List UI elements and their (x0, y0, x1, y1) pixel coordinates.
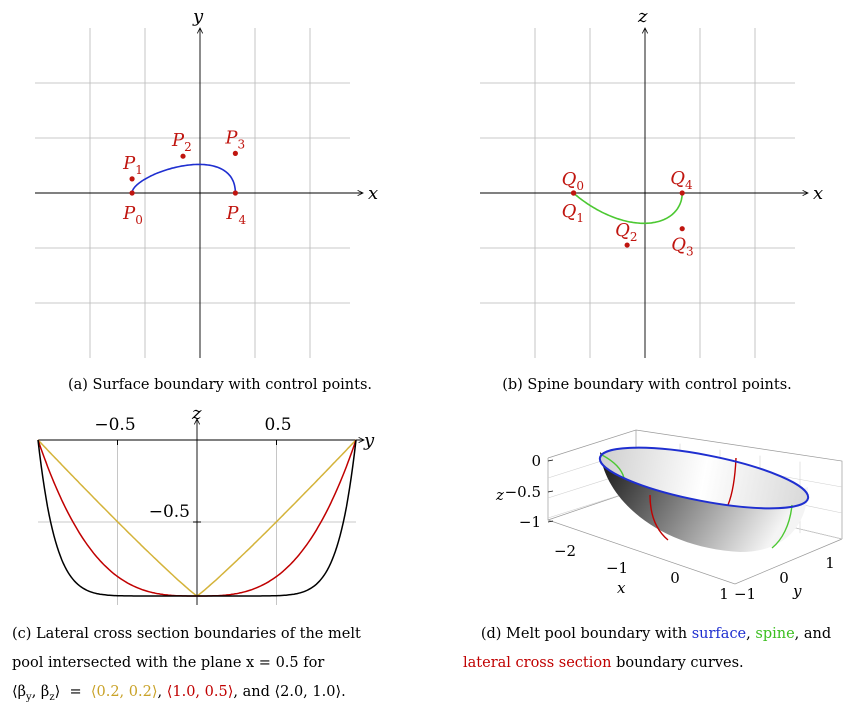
panel-d-y-tick-label: 1 (825, 554, 835, 572)
caption-c-eq: ⟩ = (54, 684, 91, 700)
control-point-subscript: 0 (135, 213, 143, 227)
caption-d-end: boundary curves. (611, 655, 744, 671)
control-point-label-Q3: Q3 (671, 235, 693, 259)
caption-b: (b) Spine boundary with control points. (440, 371, 854, 400)
panel-a-y-axis-label: y (192, 6, 204, 27)
caption-c-end: . (341, 684, 346, 700)
caption-d-line1: (d) Melt pool boundary with surface, spi… (453, 620, 859, 649)
caption-d-lateral: lateral cross section (463, 655, 612, 671)
panel-d-y-axis-label: y (792, 582, 802, 600)
panel-d-box-edge (547, 458, 843, 585)
panel-d-spine-curve (771, 504, 793, 549)
control-point-label-P0: P0 (122, 203, 143, 227)
control-point-subscript: 1 (576, 211, 584, 225)
control-point-subscript: 3 (238, 137, 246, 151)
control-point-label-P4: P4 (225, 203, 246, 227)
panel-c-series-2 (37, 439, 357, 597)
panel-d-3d-melt-pool: 0 −0.5 −1 z −2 −1 0 1 x 1 0 −1 y (495, 429, 843, 603)
control-point-Q2 (624, 242, 630, 248)
control-point-Q4 (679, 190, 685, 196)
caption-c-line1: (c) Lateral cross section boundaries of … (12, 626, 361, 642)
control-point-P1 (129, 176, 135, 182)
panel-c-y-axis-label: y (363, 430, 375, 451)
control-point-P2 (180, 153, 186, 159)
caption-d-spine: spine (755, 626, 795, 642)
control-point-subscript: 2 (630, 230, 638, 244)
panel-c-tick-label: −0.5 (94, 415, 135, 435)
caption-d-comma: , (746, 626, 756, 642)
panel-d-box-edge (547, 429, 843, 539)
caption-d-line2: lateral cross section boundary curves. (453, 649, 859, 678)
control-point-subscript: 4 (239, 213, 247, 227)
caption-a-text: (a) Surface boundary with control points… (67, 377, 373, 393)
control-point-subscript: 0 (576, 179, 584, 193)
control-point-subscript: 3 (686, 245, 694, 259)
panel-b-x-axis-label: x (813, 183, 823, 204)
control-point-label-Q0: Q0 (562, 169, 584, 193)
caption-c-value-red: ⟨1.0, 0.5⟩ (166, 684, 234, 700)
panel-d-z-tick-label: 0 (531, 452, 541, 470)
panel-d-lateral-curve (649, 494, 669, 541)
caption-d-pre: (d) Melt pool boundary with (480, 626, 692, 642)
panel-d-tick (547, 459, 554, 462)
panel-d-surface-curve (598, 446, 810, 510)
control-point-label-P1: P1 (122, 153, 143, 177)
panel-d-z-tick-label: −1 (519, 513, 541, 531)
panel-d-y-tick-label: −1 (734, 585, 756, 603)
caption-c-sub-z: z (49, 691, 55, 703)
control-point-P0 (129, 190, 135, 196)
control-point-Q3 (679, 226, 685, 232)
panel-d-y-tick-label: 0 (779, 569, 789, 587)
panel-d-x-tick-label: 1 (719, 585, 729, 603)
caption-c-line3: ⟨βy, βz⟩ = ⟨0.2, 0.2⟩, ⟨1.0, 0.5⟩, and ⟨… (12, 684, 346, 703)
panel-d-x-axis-label: x (617, 579, 626, 597)
caption-d-surface: surface (691, 626, 747, 642)
caption-c-value-gold: ⟨0.2, 0.2⟩ (90, 684, 158, 700)
panel-c-z-axis-label: z (191, 403, 202, 424)
panel-c-tick-label: −0.5 (149, 502, 190, 522)
caption-c: (c) Lateral cross section boundaries of … (12, 620, 412, 712)
control-point-Q1 (570, 190, 577, 196)
caption-b-text: (b) Spine boundary with control points. (502, 377, 792, 393)
control-point-label-Q2: Q2 (615, 220, 637, 244)
panel-d-z-axis-label: z (495, 486, 504, 504)
panel-d-spine-curve (601, 454, 625, 479)
panel-d-bowl-inner (599, 447, 809, 509)
caption-c-line2: pool intersected with the plane x = 0.5 … (12, 655, 325, 671)
caption-c-beta: ⟨β (12, 684, 27, 700)
control-point-label-Q1: Q1 (562, 201, 584, 225)
panel-d-tick (547, 490, 554, 493)
caption-c-value-black: ⟨2.0, 1.0⟩ (274, 684, 342, 700)
caption-a: (a) Surface boundary with control points… (10, 371, 430, 400)
control-point-P3 (232, 150, 238, 156)
control-point-P4 (232, 190, 238, 196)
caption-c-sub-y: y (26, 691, 32, 703)
panel-a-x-axis-label: x (368, 183, 378, 204)
panel-b-bezier-curve (573, 192, 683, 225)
panel-d-lateral-curve (727, 457, 737, 506)
panel-b-y-axis-label: z (637, 6, 648, 27)
panel-a-bezier-curve (131, 163, 237, 194)
panel-a-surface-plot: x y P0 P1 P2 P3 P4 (35, 6, 378, 358)
control-point-subscript: 1 (135, 163, 143, 177)
caption-d: (d) Melt pool boundary with surface, spi… (453, 620, 859, 678)
control-point-label-Q4: Q4 (670, 168, 693, 192)
caption-c-and: , and (233, 684, 275, 700)
panel-b-spine-plot: x z Q0 Q1 Q2 Q3 Q4 (480, 6, 823, 358)
panel-c-tick-label: 0.5 (264, 415, 291, 435)
panel-d-x-tick-label: −1 (606, 559, 628, 577)
caption-c-mid: , β (31, 684, 50, 700)
panel-d-x-tick-label: 0 (670, 569, 680, 587)
panel-d-z-tick-label: −0.5 (505, 483, 541, 501)
control-point-subscript: 4 (685, 178, 693, 192)
control-point-subscript: 2 (184, 140, 192, 154)
panel-d-tick (547, 520, 554, 523)
panel-d-x-tick-label: −2 (554, 542, 576, 560)
panel-c-cross-section-plot: y z −0.5 0.5 −0.5 (37, 403, 375, 605)
caption-d-and: , and (794, 626, 832, 642)
control-point-label-P3: P3 (224, 127, 245, 151)
control-point-label-P2: P2 (171, 130, 192, 154)
